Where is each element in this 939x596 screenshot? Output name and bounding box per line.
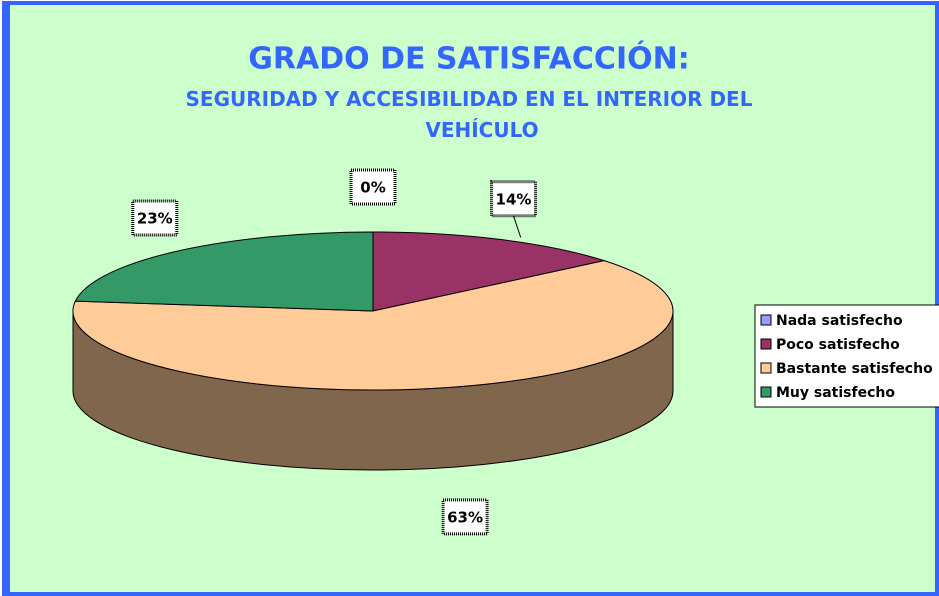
chart-border (4, 3, 10, 594)
chart-subtitle: SEGURIDAD Y ACCESIBILIDAD EN EL INTERIOR… (186, 87, 753, 142)
data-label: 14% (496, 190, 532, 208)
data-label: 0% (360, 179, 385, 197)
pie-slice (74, 231, 374, 312)
data-label-box (490, 180, 538, 218)
legend-swatch (760, 362, 772, 374)
legend-box (754, 304, 939, 408)
legend-label: Bastante satisfecho (776, 361, 933, 377)
chart-title: GRADO DE SATISFACCIÓN: (248, 40, 689, 77)
leader-line (513, 215, 522, 238)
chart-subtitle-text: SEGURIDAD Y ACCESIBILIDAD EN EL INTERIOR… (186, 87, 753, 142)
legend-label: Nada satisfecho (776, 313, 903, 329)
data-label: 63% (447, 508, 483, 526)
pie-slice (72, 260, 674, 391)
legend-swatch (760, 338, 772, 350)
data-label: 23% (137, 209, 173, 227)
legend-swatch (760, 386, 772, 398)
legend-swatch (760, 314, 772, 326)
pie-slice (372, 231, 607, 312)
data-label-box (349, 168, 397, 206)
legend-label: Poco satisfecho (776, 337, 900, 353)
data-label-box (441, 498, 489, 536)
legend-label: Muy satisfecho (776, 385, 895, 401)
data-label-box (131, 199, 179, 237)
